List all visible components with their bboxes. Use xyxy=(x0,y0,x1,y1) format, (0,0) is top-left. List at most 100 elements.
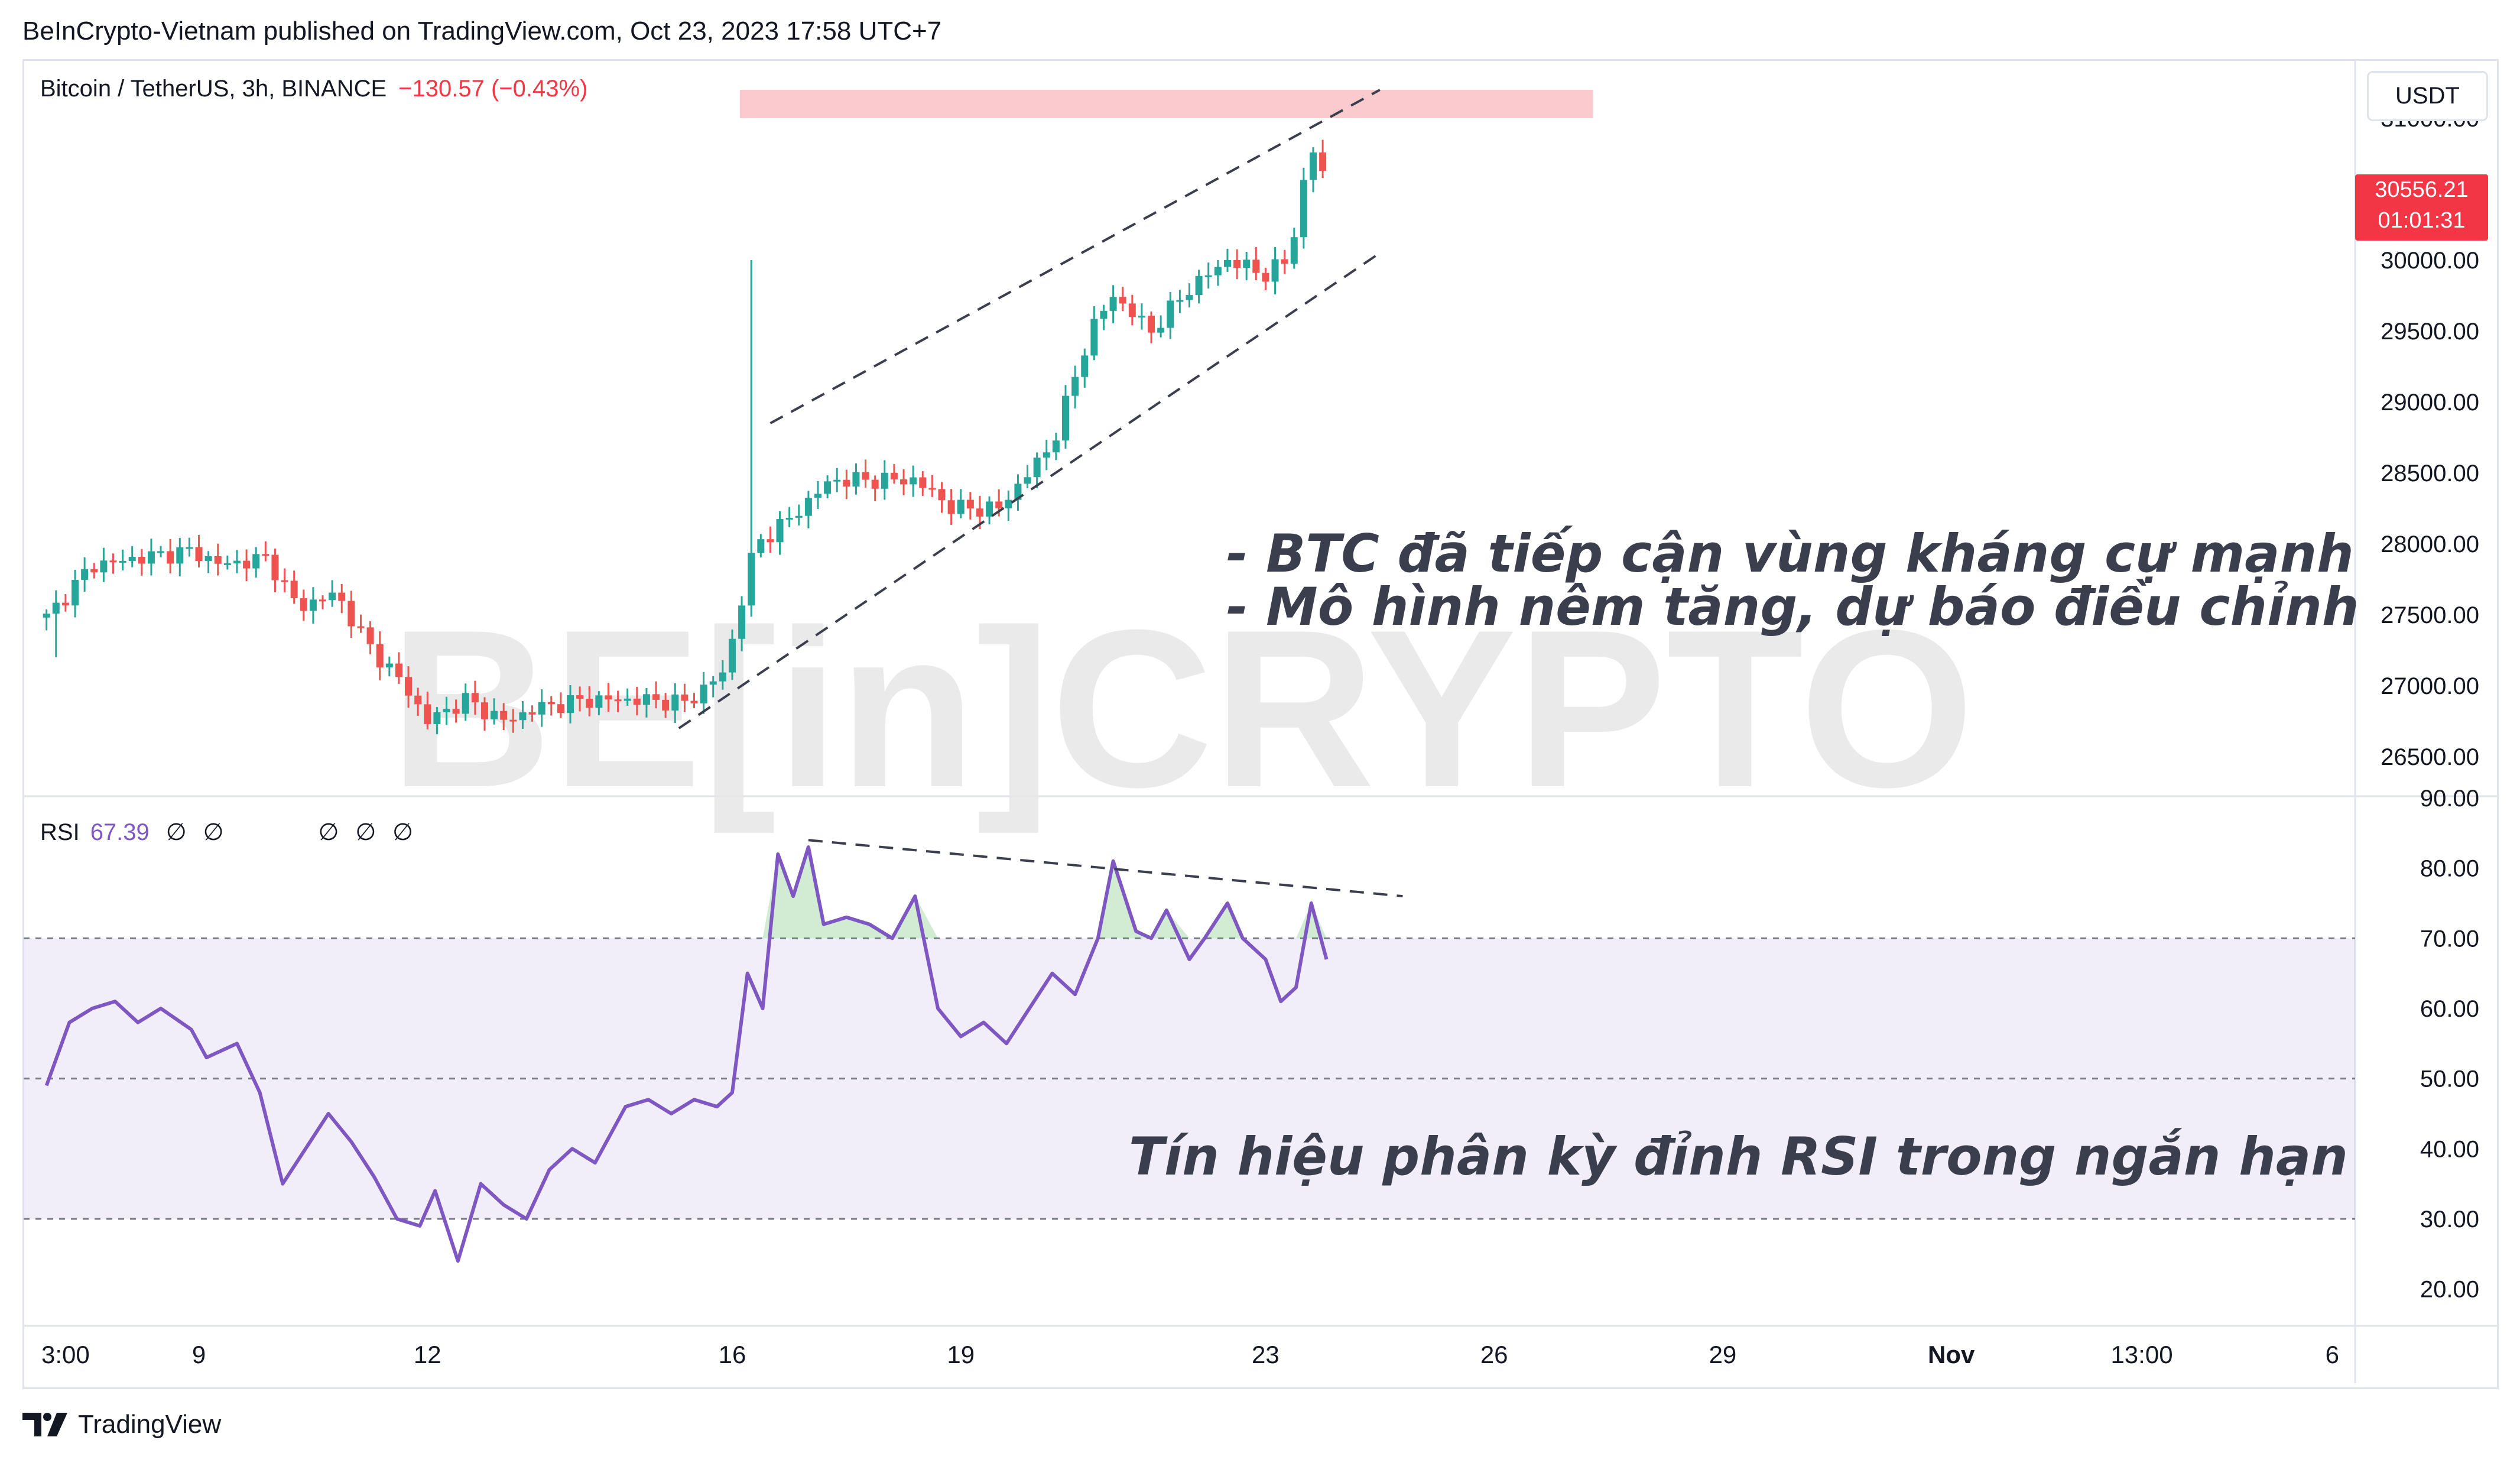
candle[interactable] xyxy=(471,680,479,715)
candle[interactable] xyxy=(1090,306,1098,361)
candle[interactable] xyxy=(767,526,774,553)
candle[interactable] xyxy=(738,596,746,651)
candle[interactable] xyxy=(910,465,917,497)
candle[interactable] xyxy=(452,699,460,723)
candle[interactable] xyxy=(947,489,955,525)
rsi-line[interactable] xyxy=(44,845,1329,1263)
candle[interactable] xyxy=(776,511,784,555)
candle[interactable] xyxy=(881,460,888,500)
candle[interactable] xyxy=(90,563,98,579)
candle[interactable] xyxy=(824,475,832,498)
candle[interactable] xyxy=(1138,303,1145,330)
wedge-upper-line[interactable] xyxy=(769,89,1381,424)
candle[interactable] xyxy=(1186,283,1193,308)
candle[interactable] xyxy=(662,693,670,718)
candle[interactable] xyxy=(681,683,689,712)
candle[interactable] xyxy=(290,570,298,604)
candle[interactable] xyxy=(1243,252,1251,281)
candle[interactable] xyxy=(500,703,508,731)
candle[interactable] xyxy=(138,549,145,576)
candle[interactable] xyxy=(1052,433,1060,460)
candle[interactable] xyxy=(1128,294,1136,326)
candle[interactable] xyxy=(538,689,545,727)
candle[interactable] xyxy=(1300,167,1307,249)
candle[interactable] xyxy=(966,492,974,520)
candle[interactable] xyxy=(424,692,431,729)
candle[interactable] xyxy=(271,549,279,593)
candle[interactable] xyxy=(128,546,136,567)
candle[interactable] xyxy=(119,549,126,571)
candle[interactable] xyxy=(52,590,60,657)
candle[interactable] xyxy=(1204,262,1212,289)
symbol-legend[interactable]: Bitcoin / TetherUS, 3h, BINANCE −130.57 (… xyxy=(40,76,587,102)
candle[interactable] xyxy=(719,660,726,690)
candle[interactable] xyxy=(700,672,707,714)
candle[interactable] xyxy=(1176,290,1184,313)
candle[interactable] xyxy=(385,656,393,677)
candle[interactable] xyxy=(395,652,402,684)
candle[interactable] xyxy=(795,504,803,525)
candle[interactable] xyxy=(1262,267,1269,290)
candle[interactable] xyxy=(1062,385,1070,449)
candle[interactable] xyxy=(1043,439,1050,471)
candle[interactable] xyxy=(671,683,679,724)
candle[interactable] xyxy=(957,489,965,518)
candle[interactable] xyxy=(147,539,155,576)
candle[interactable] xyxy=(1223,248,1231,272)
candle[interactable] xyxy=(61,594,69,612)
candle[interactable] xyxy=(890,464,898,484)
candle[interactable] xyxy=(1005,490,1012,521)
candle[interactable] xyxy=(176,537,184,577)
candle[interactable] xyxy=(785,507,793,528)
candle[interactable] xyxy=(43,609,50,631)
candle[interactable] xyxy=(938,482,946,513)
candle[interactable] xyxy=(1271,246,1279,294)
candle[interactable] xyxy=(852,463,860,495)
candle[interactable] xyxy=(157,546,165,557)
candle[interactable] xyxy=(1252,246,1260,281)
candle[interactable] xyxy=(519,700,527,729)
candle[interactable] xyxy=(72,569,79,618)
candle[interactable] xyxy=(281,568,288,593)
candle[interactable] xyxy=(833,468,841,492)
candle[interactable] xyxy=(900,469,908,495)
candle[interactable] xyxy=(414,687,422,716)
candle[interactable] xyxy=(614,690,622,712)
candle[interactable] xyxy=(748,260,755,617)
tradingview-logo[interactable]: TradingView xyxy=(22,1407,221,1442)
candle[interactable] xyxy=(1148,311,1155,343)
candle[interactable] xyxy=(728,629,736,680)
candle[interactable] xyxy=(595,691,603,715)
candle[interactable] xyxy=(1109,285,1117,323)
rsi-divergence-line[interactable] xyxy=(808,839,1403,898)
candle[interactable] xyxy=(100,547,108,582)
candle[interactable] xyxy=(167,539,174,573)
candle[interactable] xyxy=(928,475,936,497)
candle[interactable] xyxy=(509,709,517,733)
candle[interactable] xyxy=(986,496,993,525)
candle[interactable] xyxy=(1309,147,1317,193)
candle[interactable] xyxy=(348,591,355,638)
candle[interactable] xyxy=(690,693,698,709)
candle[interactable] xyxy=(605,683,612,712)
candle[interactable] xyxy=(243,549,251,582)
candle[interactable] xyxy=(405,666,413,708)
candle[interactable] xyxy=(195,535,203,568)
candle[interactable] xyxy=(223,555,231,570)
candle[interactable] xyxy=(919,471,927,496)
candle[interactable] xyxy=(814,481,822,509)
candle[interactable] xyxy=(1033,452,1041,488)
candle[interactable] xyxy=(319,595,327,609)
candle[interactable] xyxy=(804,491,812,528)
candle[interactable] xyxy=(480,697,488,731)
candle[interactable] xyxy=(357,614,365,633)
candle[interactable] xyxy=(1119,287,1126,312)
candle[interactable] xyxy=(547,696,555,716)
candle[interactable] xyxy=(1233,249,1241,280)
candle[interactable] xyxy=(557,692,564,718)
candle[interactable] xyxy=(366,621,374,654)
candle[interactable] xyxy=(443,696,450,725)
currency-button[interactable]: USDT xyxy=(2367,71,2488,121)
candle[interactable] xyxy=(1081,348,1089,388)
